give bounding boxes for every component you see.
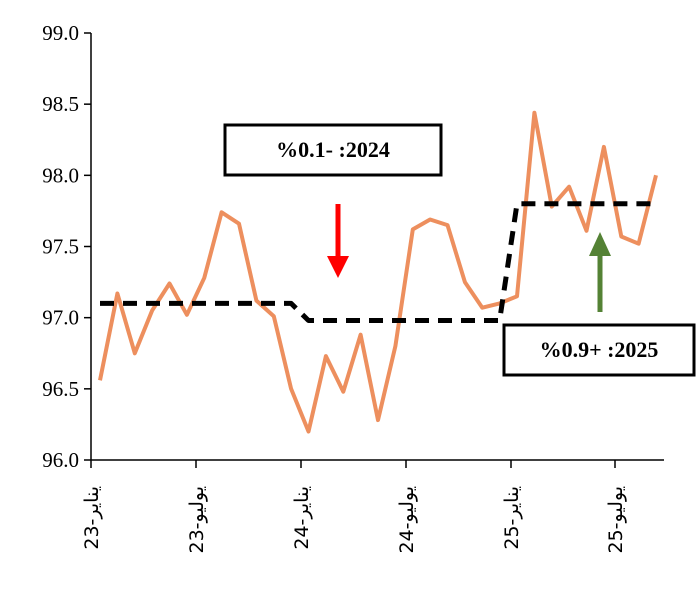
x-tick-label: 25-يناير [501, 486, 523, 550]
y-tick-label: 97.5 [42, 235, 79, 259]
y-tick-label: 97.0 [42, 306, 79, 330]
annotation-label-2025: %0.9+ :2025 [540, 337, 659, 362]
y-tick-label: 98.5 [42, 92, 79, 116]
x-tick-label: 25-يوليو [605, 486, 627, 554]
down-arrow-icon [327, 204, 349, 278]
y-tick-label: 98.0 [42, 163, 79, 187]
x-tick-label: 23-يناير [81, 486, 103, 550]
series-layer [98, 110, 658, 434]
x-axis: 23-يناير 23-يوليو 24-يناير 24-يوليو 25-يناير… [81, 459, 664, 554]
annotation-2025: %0.9+ :2025 [502, 232, 696, 377]
y-tick-label: 96.5 [42, 377, 79, 401]
x-tick-label: 23-يوليو [186, 486, 208, 554]
average-dashed-line [100, 201, 656, 323]
y-axis: 96.0 96.5 97.0 97.5 98.0 98.5 99.0 [42, 21, 92, 472]
annotation-label-2024: %0.1- :2024 [276, 137, 390, 162]
x-tick-label: 24-يناير [291, 486, 313, 550]
annotation-box-2024 [223, 123, 443, 177]
x-tick-label: 24-يوليو [396, 486, 418, 554]
annotation-2024: %0.1- :2024 [223, 123, 443, 278]
annotation-box-2025 [502, 323, 696, 377]
y-tick-label: 99.0 [42, 21, 79, 45]
y-tick-label: 96.0 [42, 448, 79, 472]
up-arrow-icon [589, 232, 611, 312]
